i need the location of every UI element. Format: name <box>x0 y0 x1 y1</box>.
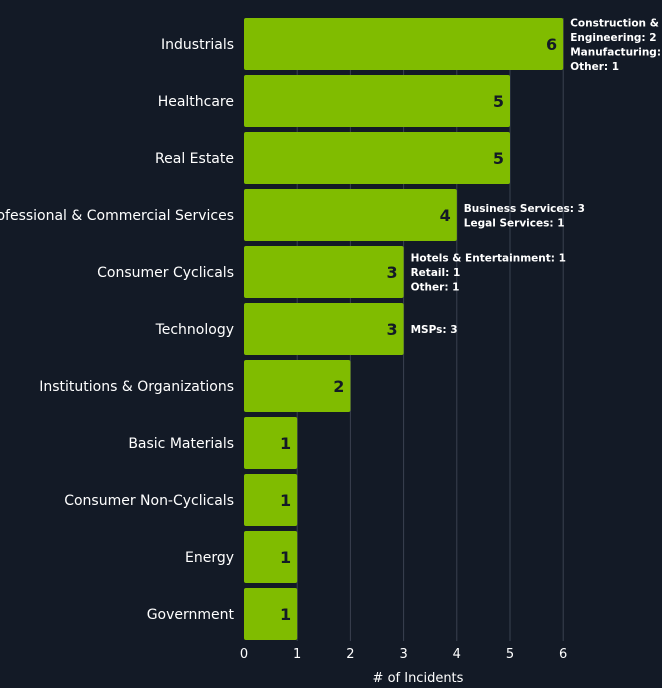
category-label: Consumer Cyclicals <box>97 265 234 281</box>
bar-value-label: 3 <box>386 320 397 339</box>
category-label: Institutions & Organizations <box>39 379 234 395</box>
x-tick-label: 6 <box>559 647 567 662</box>
category-label: Government <box>147 607 235 623</box>
annotation-label: Hotels & Entertainment: 1 <box>411 253 566 265</box>
annotation-label: MSPs: 3 <box>411 324 458 336</box>
bar <box>244 474 298 526</box>
category-label: Industrials <box>161 37 234 53</box>
category-label: Professional & Commercial Services <box>0 208 234 224</box>
annotation-label: Legal Services: 1 <box>464 217 565 229</box>
bar-value-label: 1 <box>280 491 291 510</box>
annotation-label: Business Services: 3 <box>464 203 585 215</box>
category-label: Consumer Non-Cyclicals <box>64 493 234 509</box>
bar <box>244 360 351 412</box>
bar <box>244 246 404 298</box>
x-tick-label: 5 <box>506 647 514 662</box>
x-axis: 0 1 2 3 4 5 6 <box>240 647 567 662</box>
annotation-label: Construction & <box>570 17 659 29</box>
category-label: Basic Materials <box>128 436 234 452</box>
bar <box>244 189 457 241</box>
bar <box>244 75 510 127</box>
label-layer: Industrials 6 Construction & Engineering: 2… <box>0 17 662 624</box>
bar <box>244 531 298 583</box>
bar <box>244 303 404 355</box>
x-tick-label: 3 <box>399 647 407 662</box>
annotation-label: Other: 1 <box>411 282 460 294</box>
category-label: Real Estate <box>155 151 234 167</box>
annotation-label: Manufacturing: 3 <box>570 46 662 58</box>
x-tick-label: 0 <box>240 647 248 662</box>
bar <box>244 588 298 640</box>
bar <box>244 417 298 469</box>
bar-value-label: 6 <box>546 35 557 54</box>
bar-value-label: 1 <box>280 548 291 567</box>
annotation-label: Other: 1 <box>570 61 619 73</box>
bar-value-label: 1 <box>280 605 291 624</box>
x-tick-label: 4 <box>453 647 461 662</box>
annotation-label: Engineering: 2 <box>570 32 656 44</box>
category-label: Energy <box>185 550 234 566</box>
bar-value-label: 5 <box>493 149 504 168</box>
bar-layer <box>244 18 564 640</box>
bar-value-label: 5 <box>493 92 504 111</box>
category-label: Technology <box>155 322 234 338</box>
category-label: Healthcare <box>158 94 234 110</box>
annotation-label: Retail: 1 <box>411 267 461 279</box>
bar <box>244 132 510 184</box>
x-axis-title: # of Incidents <box>373 671 464 686</box>
bar-value-label: 2 <box>333 377 344 396</box>
bar <box>244 18 564 70</box>
x-tick-label: 1 <box>293 647 301 662</box>
bar-value-label: 1 <box>280 434 291 453</box>
bar-value-label: 4 <box>440 206 451 225</box>
bar-value-label: 3 <box>386 263 397 282</box>
x-tick-label: 2 <box>346 647 354 662</box>
